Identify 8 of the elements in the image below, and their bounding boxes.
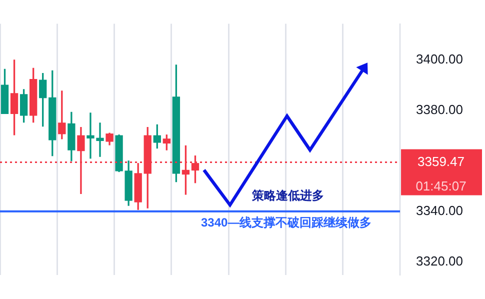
ref-line-label: 3340—线支撑不破回踩继续做多 (201, 216, 372, 230)
ref-line-label: 3359.47 (418, 154, 464, 169)
annotation: 策略逢低进多 (251, 188, 324, 202)
y-tick-label: 3400.00 (416, 51, 463, 66)
text: 01:45:07 (416, 178, 466, 194)
y-tick-label: 3380.00 (416, 102, 463, 117)
y-tick-label: 3340.00 (416, 202, 463, 218)
y-tick-label: 3320.00 (416, 253, 463, 268)
